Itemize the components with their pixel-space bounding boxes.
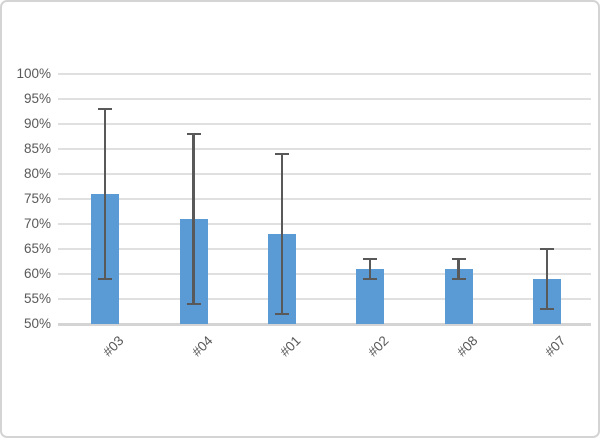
error-bar-cap [451, 277, 466, 281]
x-category-label: #07 [541, 333, 569, 360]
error-bar-cap [539, 247, 554, 251]
error-bar-cap [274, 152, 289, 156]
x-category-label: #04 [188, 333, 216, 360]
gridline [58, 123, 591, 125]
y-tick-label: 50% [23, 316, 51, 331]
y-tick-label: 85% [23, 141, 51, 156]
error-bar-cap [98, 277, 113, 281]
gridline [58, 298, 591, 300]
error-bar-cap [363, 277, 378, 281]
y-tick-label: 70% [23, 216, 51, 231]
gridline [58, 98, 591, 100]
error-bar-cap [186, 302, 201, 306]
y-tick-label: 65% [23, 241, 51, 256]
gridline [58, 173, 591, 175]
error-bar-cap [363, 257, 378, 261]
y-tick-label: 95% [23, 91, 51, 106]
x-category-label: #08 [453, 333, 481, 360]
x-category-label: #03 [100, 333, 127, 360]
error-bar-stem [192, 134, 195, 304]
y-tick-label: 75% [23, 191, 51, 206]
x-category-label: #01 [276, 333, 304, 360]
y-tick-label: 60% [23, 266, 51, 281]
error-bar-stem [457, 259, 460, 279]
gridline [58, 73, 591, 75]
gridline [58, 248, 591, 250]
error-bar-stem [103, 109, 107, 279]
y-tick-label: 100% [16, 66, 51, 81]
error-bar-stem [280, 154, 284, 314]
gridline [58, 148, 591, 150]
y-tick-label: 55% [23, 291, 51, 306]
x-axis-line [58, 323, 591, 326]
error-bar-cap [186, 132, 201, 136]
error-bar-cap [98, 107, 113, 111]
y-tick-label: 80% [23, 166, 51, 181]
gridline [58, 273, 591, 275]
error-bar-stem [368, 259, 372, 279]
error-bar-stem [545, 249, 549, 309]
error-bar-cap [451, 257, 466, 261]
error-bar-cap [274, 312, 289, 316]
y-tick-label: 90% [23, 116, 51, 131]
gridline [58, 198, 591, 200]
x-category-label: #02 [365, 333, 392, 360]
gridline [58, 223, 591, 225]
error-bar-cap [539, 307, 554, 311]
